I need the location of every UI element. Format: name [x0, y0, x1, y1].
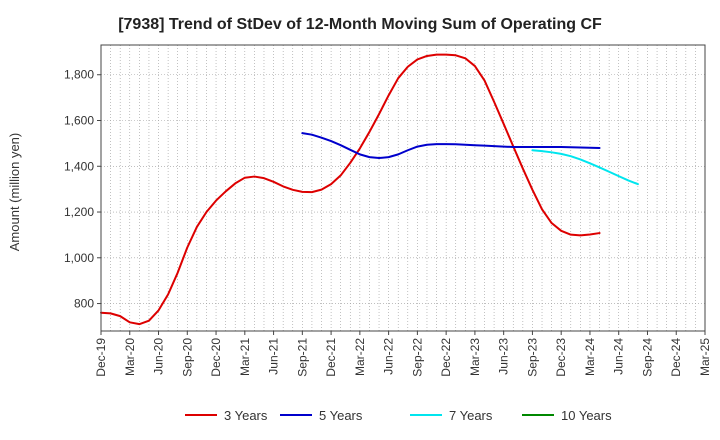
legend-label: 5 Years	[319, 408, 363, 423]
x-tick-label: Sep-22	[410, 338, 424, 377]
x-tick-label: Sep-21	[295, 338, 309, 377]
chart-title: [7938] Trend of StDev of 12-Month Moving…	[118, 16, 602, 33]
x-tick-label: Dec-21	[324, 338, 338, 377]
x-tick-label: Jun-22	[382, 338, 396, 375]
x-tick-label: Jun-24	[612, 338, 626, 375]
y-tick-label: 1,800	[64, 68, 94, 82]
y-tick-label: 1,000	[64, 251, 94, 265]
x-tick-label: Mar-20	[123, 338, 137, 376]
legend-label: 3 Years	[224, 408, 268, 423]
x-tick-label: Dec-19	[94, 338, 108, 377]
x-tick-label: Sep-24	[640, 338, 654, 377]
x-tick-label: Jun-21	[267, 338, 281, 375]
legend: 3 Years 5 Years 7 Years 10 Years	[185, 408, 612, 423]
y-axis-label: Amount (million yen)	[7, 133, 22, 252]
x-tick-label: Jun-23	[497, 338, 511, 375]
y-tick-label: 1,600	[64, 114, 94, 128]
series-line	[531, 149, 639, 186]
y-tick-label: 1,200	[64, 205, 94, 219]
x-tick-label: Mar-23	[468, 338, 482, 376]
y-tick-label: 1,400	[64, 159, 94, 173]
plot-area	[100, 44, 706, 332]
x-tick-label: Dec-20	[209, 338, 223, 377]
x-tick-label: Mar-21	[238, 338, 252, 376]
series-lines	[100, 53, 639, 326]
x-tick-label: Dec-23	[554, 338, 568, 377]
series-line	[100, 53, 601, 326]
x-tick-label: Sep-23	[525, 338, 539, 377]
axis-ticks: 800 1,000 1,200 1,400 1,600 1,800 Dec-19 Mar-20…	[64, 68, 712, 377]
x-tick-label: Dec-22	[439, 338, 453, 377]
x-tick-label: Mar-25	[698, 338, 712, 376]
grid	[101, 45, 705, 331]
x-tick-label: Jun-20	[152, 338, 166, 375]
series-line	[301, 132, 601, 160]
x-tick-label: Mar-22	[353, 338, 367, 376]
x-tick-label: Mar-24	[583, 338, 597, 376]
x-tick-label: Sep-20	[180, 338, 194, 377]
y-tick-label: 800	[74, 297, 94, 311]
x-tick-label: Dec-24	[669, 338, 683, 377]
legend-label: 7 Years	[449, 408, 493, 423]
legend-label: 10 Years	[561, 408, 612, 423]
